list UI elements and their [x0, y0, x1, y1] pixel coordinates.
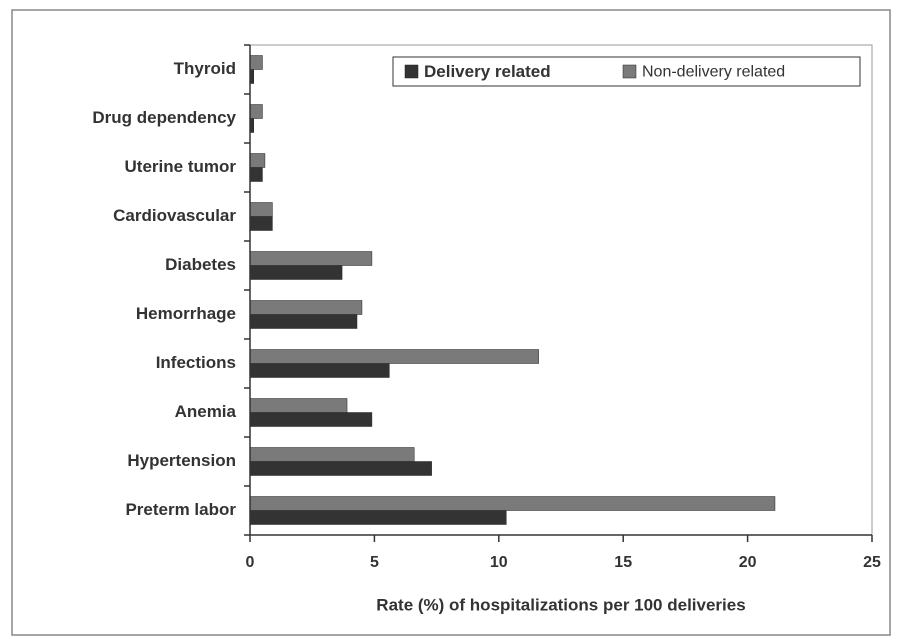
x-tick-label: 10 — [490, 554, 508, 571]
bar — [249, 363, 390, 378]
bar — [249, 349, 539, 364]
y-tick-label: Infections — [156, 353, 236, 372]
bar — [249, 314, 358, 329]
bar — [249, 167, 263, 182]
legend-label: Delivery related — [424, 62, 551, 81]
legend-swatch — [622, 64, 637, 79]
bar — [249, 447, 415, 462]
y-tick-label: Thyroid — [174, 59, 236, 78]
bar — [249, 265, 343, 280]
legend-swatch — [404, 64, 419, 79]
x-tick-label: 0 — [246, 554, 255, 571]
bar — [249, 104, 263, 119]
legend-label: Non-delivery related — [642, 64, 785, 81]
y-tick-label: Anemia — [175, 402, 237, 421]
bar — [249, 461, 432, 476]
frame — [11, 9, 891, 636]
bar — [249, 412, 373, 427]
y-tick-label: Cardiovascular — [113, 206, 236, 225]
y-tick-label: Drug dependency — [92, 108, 236, 127]
bar — [249, 153, 266, 168]
y-tick-label: Diabetes — [165, 255, 236, 274]
bar — [249, 251, 373, 266]
x-tick-label: 5 — [370, 554, 379, 571]
y-tick-label: Preterm labor — [125, 500, 236, 519]
bar — [249, 202, 273, 217]
y-tick-label: Uterine tumor — [125, 157, 237, 176]
bar — [249, 398, 348, 413]
bar — [249, 496, 776, 511]
bar — [249, 300, 363, 315]
bar — [249, 510, 507, 525]
y-tick-label: Hemorrhage — [136, 304, 236, 323]
bar — [249, 216, 273, 231]
x-axis-label: Rate (%) of hospitalizations per 100 del… — [376, 595, 745, 614]
x-tick-label: 25 — [863, 554, 881, 571]
bar — [249, 55, 263, 70]
x-tick-label: 20 — [739, 554, 757, 571]
y-tick-label: Hypertension — [127, 451, 236, 470]
x-tick-label: 15 — [614, 554, 632, 571]
